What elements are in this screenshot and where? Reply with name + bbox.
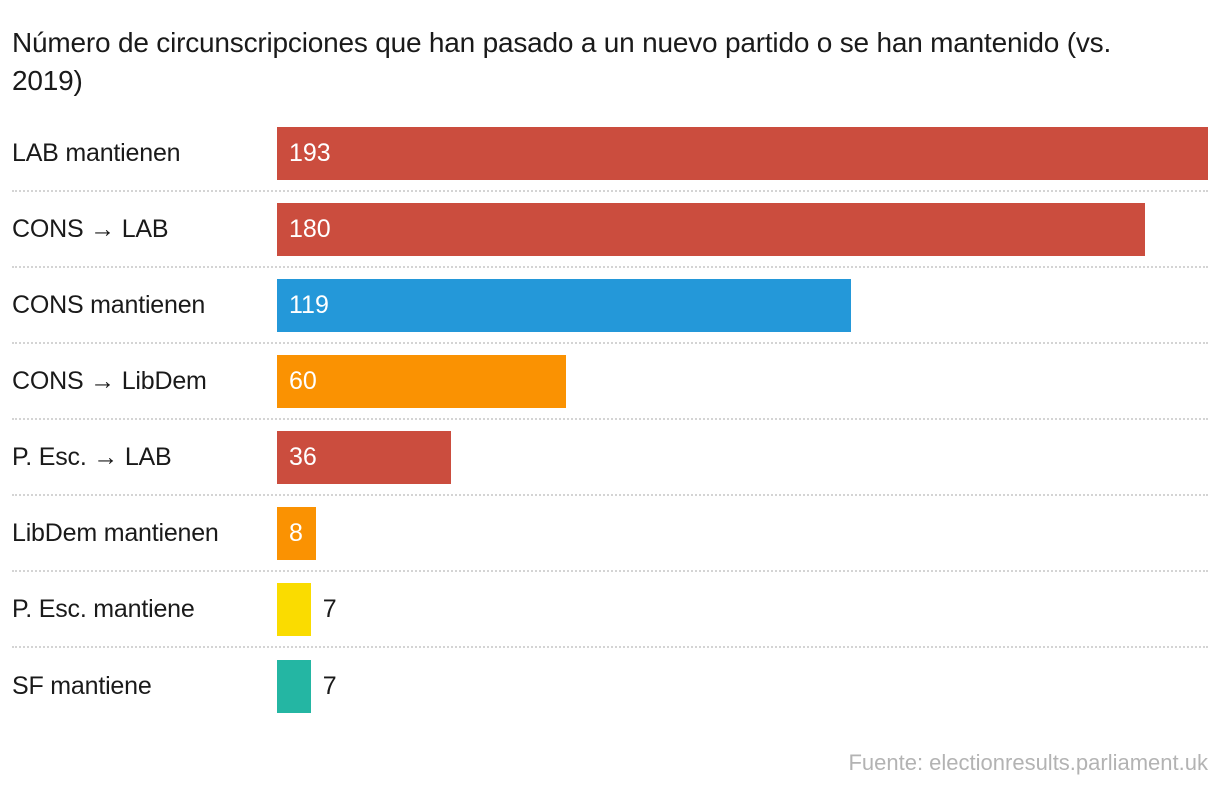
- bar-row: P. Esc. → LAB 36: [12, 420, 1208, 496]
- bar-row: LibDem mantienen 8: [12, 496, 1208, 572]
- bar-track: 7: [277, 582, 1208, 636]
- value-label: 60: [289, 366, 317, 395]
- value-label: 119: [289, 290, 329, 319]
- chart-title: Número de circunscripciones que han pasa…: [12, 27, 1112, 96]
- bar: 119: [277, 278, 852, 332]
- bar: [277, 582, 311, 636]
- bar: [277, 659, 311, 713]
- bar: 36: [277, 430, 451, 484]
- category-label: LAB mantienen: [12, 138, 181, 167]
- bar-track: 8: [277, 506, 1208, 560]
- value-label: 180: [289, 214, 331, 243]
- bar-row: LAB mantienen 193: [12, 116, 1208, 192]
- value-label: 7: [322, 671, 337, 700]
- bar-row: CONS mantienen 119: [12, 268, 1208, 344]
- bar-track: 7: [277, 659, 1208, 713]
- category-label: P. Esc. mantiene: [12, 594, 195, 623]
- category-label: CONS mantienen: [12, 290, 206, 319]
- bar-row: CONS → LibDem 60: [12, 344, 1208, 420]
- bar-track: 119: [277, 278, 1208, 332]
- horizontal-bar-chart: LAB mantienen 193 CONS → LAB 180 CONS mantie…: [12, 116, 1208, 724]
- bar: 180: [277, 202, 1146, 256]
- bar-row: CONS → LAB 180: [12, 192, 1208, 268]
- value-label: 36: [289, 442, 317, 471]
- bar-track: 193: [277, 126, 1208, 180]
- category-label: LibDem mantienen: [12, 518, 219, 547]
- bar: 193: [277, 126, 1208, 180]
- bar-track: 36: [277, 430, 1208, 484]
- value-label: 193: [289, 138, 331, 167]
- value-label: 8: [289, 518, 303, 547]
- bar-track: 60: [277, 354, 1208, 408]
- bar: 8: [277, 506, 316, 560]
- bar-row: SF mantiene 7: [12, 648, 1208, 724]
- category-label: SF mantiene: [12, 671, 152, 700]
- source-note: Fuente: electionresults.parliament.uk: [848, 750, 1208, 775]
- value-label: 7: [322, 594, 337, 623]
- bar-row: P. Esc. mantiene 7: [12, 572, 1208, 648]
- bar: 60: [277, 354, 567, 408]
- bar-track: 180: [277, 202, 1208, 256]
- category-label: CONS → LibDem: [12, 366, 207, 395]
- category-label: CONS → LAB: [12, 214, 169, 243]
- category-label: P. Esc. → LAB: [12, 442, 172, 471]
